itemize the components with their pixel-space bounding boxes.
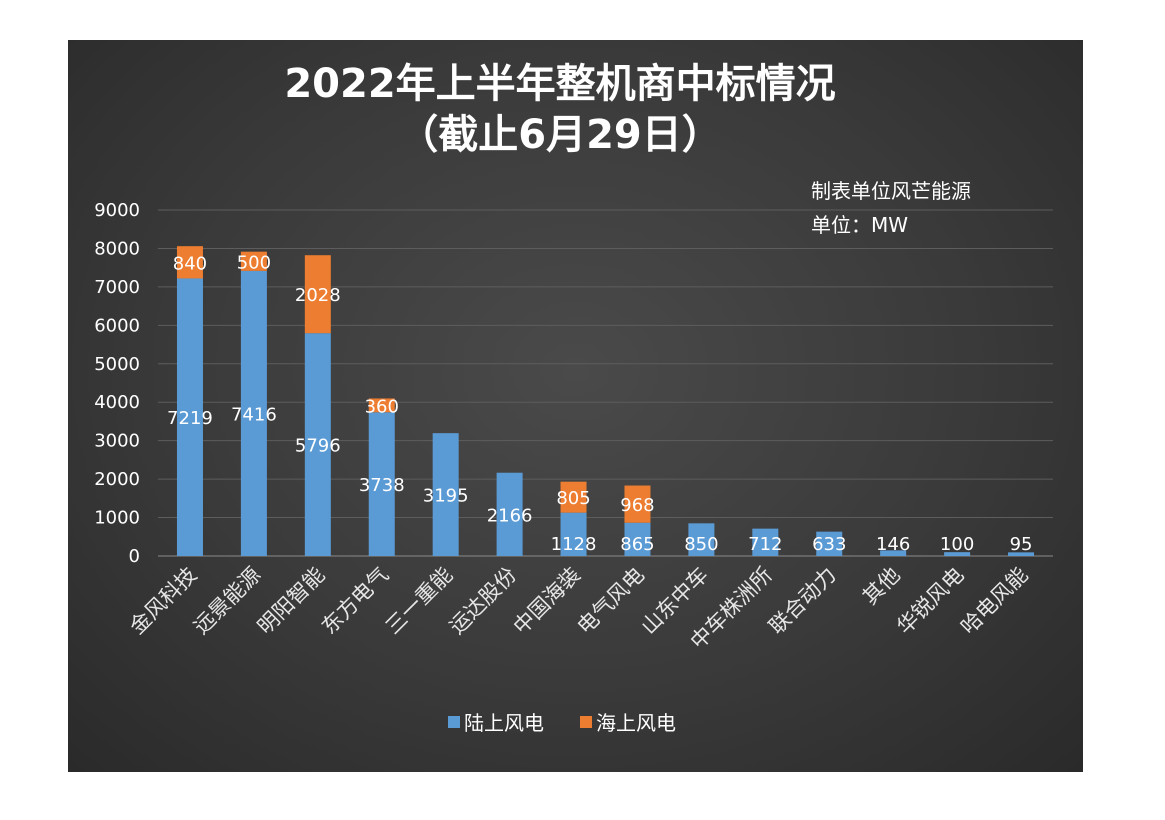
data-label-land: 712 — [748, 534, 782, 555]
data-label-sea: 968 — [620, 495, 654, 516]
data-label-sea: 2028 — [295, 285, 341, 306]
data-label-land: 1128 — [551, 534, 597, 555]
data-labels: 840 7219 500 7416 2028 5796 360 3738 3195 2166 805… — [167, 252, 1032, 555]
legend-swatch-land — [448, 716, 460, 728]
y-tick-label: 0 — [129, 546, 140, 567]
bar-land — [240, 270, 267, 556]
bar-sea — [176, 246, 203, 279]
x-tick-label: 哈电风能 — [956, 563, 1032, 639]
chart-title: 2022年上半年整机商中标情况 — [284, 61, 835, 107]
data-label-sea: 805 — [556, 488, 590, 509]
bar-land — [752, 528, 779, 556]
x-tick-label: 明阳智能 — [253, 563, 329, 639]
legend-swatch-sea — [580, 716, 592, 728]
x-axis: 金风科技远景能源明阳智能东方电气三一重能运达股份中国海装电气风电山东中车中车株洲… — [125, 563, 1032, 654]
data-label-land: 100 — [940, 534, 974, 555]
bar-sea — [368, 398, 395, 413]
bars — [176, 246, 1035, 556]
bar-land — [1008, 552, 1035, 556]
data-label-land: 3738 — [359, 475, 405, 496]
x-tick-label: 中国海装 — [509, 563, 585, 639]
bar-sea — [240, 251, 267, 271]
bar-land — [688, 523, 715, 556]
bar-sea — [560, 481, 587, 513]
data-label-land: 95 — [1010, 534, 1033, 555]
data-label-land: 7219 — [167, 408, 213, 429]
y-tick-label: 5000 — [94, 354, 140, 375]
y-tick-label: 2000 — [94, 469, 140, 490]
x-tick-label: 联合动力 — [764, 563, 840, 639]
bar-sea — [304, 255, 331, 334]
x-tick-label: 运达股份 — [445, 563, 521, 639]
bar-land — [432, 433, 459, 556]
data-label-sea: 360 — [365, 396, 399, 417]
y-tick-label: 1000 — [94, 508, 140, 529]
data-label-land: 146 — [876, 534, 910, 555]
x-tick-label: 其他 — [858, 563, 905, 610]
legend: 陆上风电 海上风电 — [448, 711, 676, 735]
data-label-sea: 500 — [237, 252, 271, 273]
bar-land — [176, 278, 203, 556]
bar-land — [496, 472, 523, 556]
y-tick-label: 7000 — [94, 277, 140, 298]
x-tick-label: 远景能源 — [189, 563, 265, 639]
y-tick-label: 3000 — [94, 431, 140, 452]
data-label-land: 3195 — [423, 486, 469, 507]
source-note: 制表单位风芒能源 — [811, 179, 971, 203]
bar-land — [624, 522, 651, 556]
x-tick-label: 东方电气 — [317, 563, 393, 639]
bar-land — [368, 412, 395, 556]
bar-land — [880, 550, 907, 556]
y-tick-label: 6000 — [94, 315, 140, 336]
data-label-land: 865 — [620, 534, 654, 555]
stacked-bar-chart: 2022年上半年整机商中标情况 （截止6月29日） 制表单位风芒能源 单位：MW… — [94, 61, 1053, 735]
bar-land — [944, 552, 971, 556]
chart-subtitle: （截止6月29日） — [398, 112, 722, 158]
x-tick-label: 华锐风电 — [892, 563, 968, 639]
x-tick-label: 电气风电 — [573, 563, 649, 639]
data-label-land: 5796 — [295, 436, 341, 457]
x-tick-label: 三一重能 — [381, 563, 457, 639]
y-tick-label: 8000 — [94, 238, 140, 259]
data-label-land: 7416 — [231, 404, 277, 425]
bar-land — [816, 531, 843, 556]
chart-panel: 2022年上半年整机商中标情况 （截止6月29日） 制表单位风芒能源 单位：MW… — [68, 40, 1083, 772]
gridlines — [158, 209, 1053, 557]
data-label-land: 2166 — [487, 505, 533, 526]
y-tick-label: 4000 — [94, 392, 140, 413]
y-tick-label: 9000 — [94, 200, 140, 221]
legend-label-land: 陆上风电 — [464, 711, 544, 735]
bar-land — [560, 512, 587, 556]
x-tick-label: 金风科技 — [125, 563, 201, 639]
legend-label-sea: 海上风电 — [596, 711, 676, 735]
unit-note: 单位：MW — [811, 213, 908, 237]
bar-land — [304, 333, 331, 556]
data-label-sea: 840 — [173, 253, 207, 274]
y-axis: 0 1000 2000 3000 4000 5000 6000 7000 8000 9000 — [94, 200, 140, 567]
data-label-land: 633 — [812, 534, 846, 555]
bar-sea — [624, 485, 651, 523]
data-label-land: 850 — [684, 534, 718, 555]
